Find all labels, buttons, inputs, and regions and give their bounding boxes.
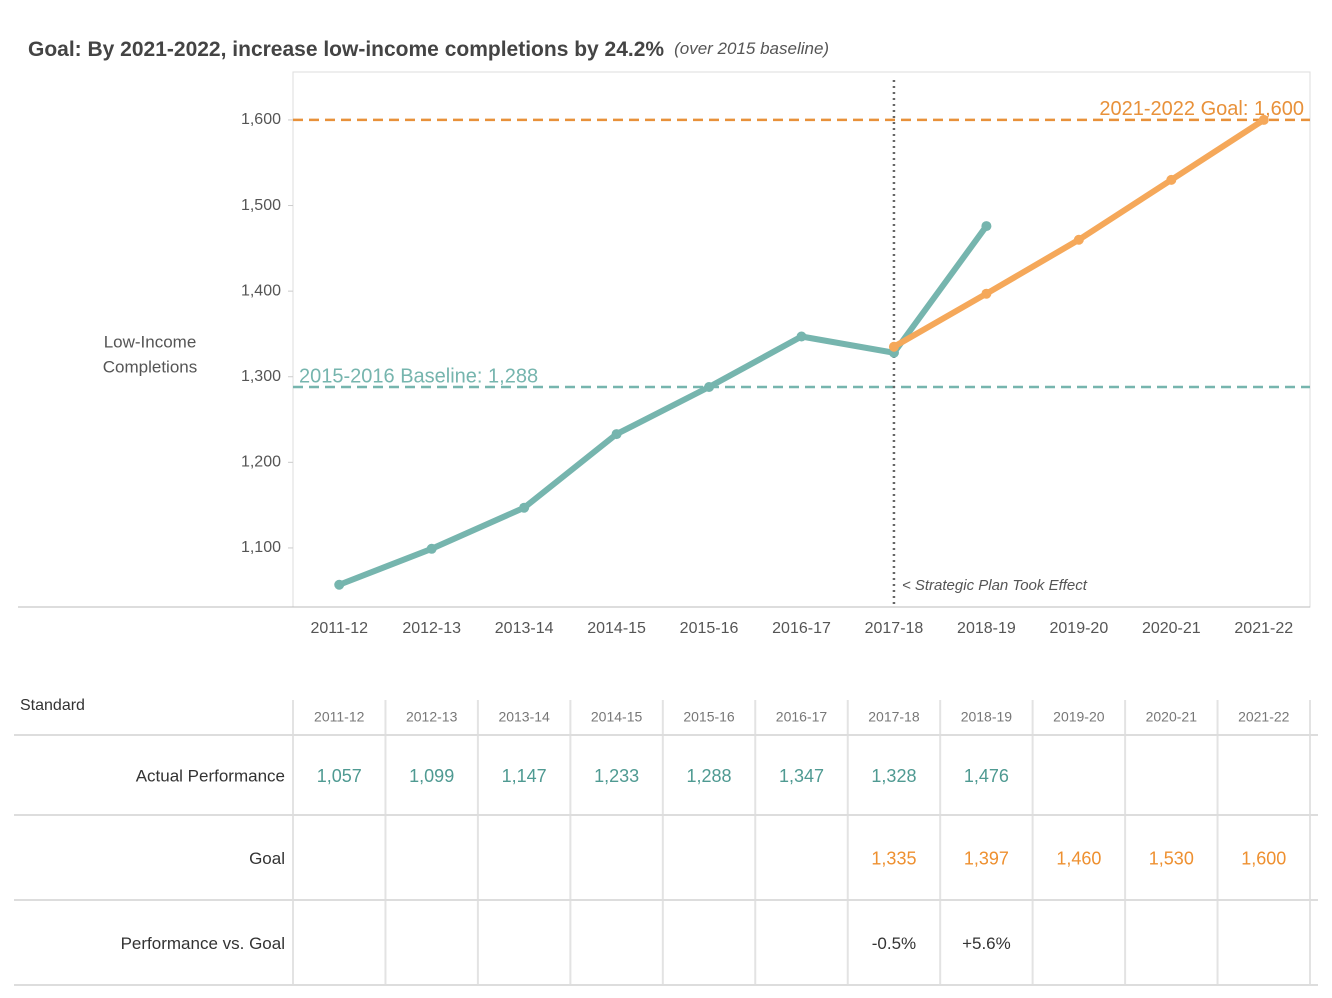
y-tick-label: 1,100: [241, 539, 281, 556]
data-point: [1073, 234, 1084, 245]
x-tick-label: 2014-15: [587, 620, 646, 637]
x-tick-label: 2021-22: [1234, 620, 1293, 637]
table-cell: 1,530: [1149, 848, 1194, 868]
table-col-header: 2020-21: [1146, 709, 1198, 725]
table-col-header: 2012-13: [406, 709, 458, 725]
table-cell: 1,600: [1241, 848, 1286, 868]
table-header: Standard: [20, 697, 85, 714]
table-cell: 1,335: [871, 848, 916, 868]
series-line: [892, 117, 1266, 350]
table-col-header: 2013-14: [498, 709, 550, 725]
chart-title: Goal: By 2021-2022, increase low-income …: [28, 38, 829, 61]
table-cell: -0.5%: [872, 934, 916, 953]
table-cell: 1,476: [964, 766, 1009, 786]
table-col-header: 2019-20: [1053, 709, 1105, 725]
y-axis-label: Low-Income: [104, 332, 197, 351]
table-col-header: 2016-17: [776, 709, 828, 725]
data-point: [796, 331, 807, 342]
table-cell: 1,460: [1056, 848, 1101, 868]
title-text: Goal: By 2021-2022, increase low-income …: [28, 38, 664, 61]
data-point: [519, 502, 530, 513]
x-tick-label: 2017-18: [865, 620, 924, 637]
x-tick-label: 2015-16: [680, 620, 739, 637]
table-cell: 1,147: [502, 766, 547, 786]
y-tick-label: 1,200: [241, 454, 281, 471]
table-col-header: 2014-15: [591, 709, 643, 725]
series-line: [338, 224, 989, 588]
table-cell: 1,099: [409, 766, 454, 786]
table-col-header: 2018-19: [961, 709, 1013, 725]
data-point: [334, 579, 345, 590]
data-point: [611, 429, 622, 440]
y-tick-label: 1,600: [241, 111, 281, 128]
x-tick-label: 2019-20: [1050, 620, 1109, 637]
data-point: [981, 288, 992, 299]
x-tick-label: 2011-12: [310, 620, 368, 637]
table-cell: 1,233: [594, 766, 639, 786]
x-tick-label: 2012-13: [402, 620, 461, 637]
x-tick-label: 2018-19: [957, 620, 1016, 637]
table-col-header: 2017-18: [868, 709, 920, 725]
table-cell: +5.6%: [962, 934, 1011, 953]
subtitle: (over 2015 baseline): [674, 39, 829, 58]
y-tick-label: 1,500: [241, 197, 281, 214]
table-row-label: Actual Performance: [136, 766, 285, 785]
data-point: [704, 382, 715, 393]
y-tick-label: 1,300: [241, 368, 281, 385]
table-col-header: 2011-12: [314, 709, 365, 725]
x-tick-label: 2016-17: [772, 620, 831, 637]
table-cell: 1,347: [779, 766, 824, 786]
table-cell: 1,057: [317, 766, 362, 786]
reference-label: 2015-2016 Baseline: 1,288: [299, 365, 538, 387]
data-point: [1258, 114, 1269, 125]
x-tick-label: 2020-21: [1142, 620, 1201, 637]
reference-label: 2021-2022 Goal: 1,600: [1099, 98, 1304, 120]
y-tick-label: 1,400: [241, 282, 281, 299]
x-tick-label: 2013-14: [495, 620, 554, 637]
data-point: [981, 221, 992, 232]
table-cell: 1,288: [687, 766, 732, 786]
table-col-header: 2021-22: [1238, 709, 1290, 725]
table-col-header: 2015-16: [683, 709, 735, 725]
table-row-label: Goal: [249, 849, 285, 868]
y-axis-label: Completions: [103, 357, 198, 376]
data-point: [1166, 174, 1177, 185]
data-point: [888, 341, 899, 352]
table-row-label: Performance vs. Goal: [121, 934, 285, 953]
table-cell: 1,328: [871, 766, 916, 786]
table-cell: 1,397: [964, 848, 1009, 868]
data-point: [426, 543, 437, 554]
event-label: < Strategic Plan Took Effect: [902, 577, 1088, 594]
